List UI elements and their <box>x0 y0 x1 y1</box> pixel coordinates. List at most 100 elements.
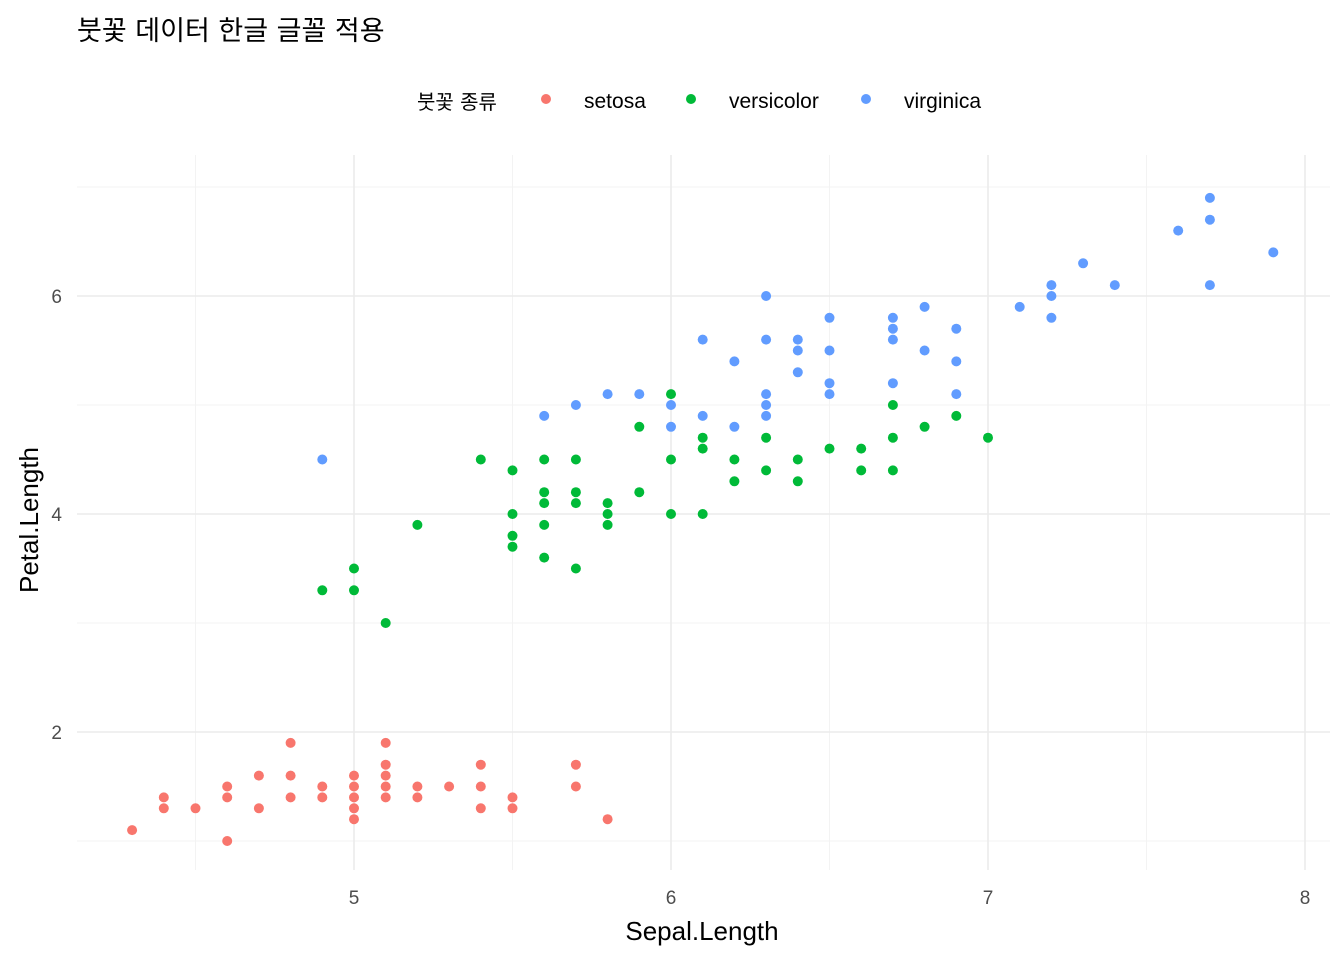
data-point <box>729 421 740 432</box>
data-point <box>602 519 613 530</box>
data-point <box>1109 280 1120 291</box>
data-point <box>570 400 581 410</box>
legend-item-virginica: virginica <box>861 90 981 113</box>
y-axis-title: Petal.Length <box>14 447 44 593</box>
data-points <box>127 192 1279 846</box>
data-point <box>570 454 581 465</box>
legend-key <box>686 94 696 104</box>
data-point <box>887 312 898 323</box>
data-point <box>887 432 898 443</box>
data-point <box>475 759 486 770</box>
data-point <box>158 792 169 803</box>
data-point <box>697 432 708 443</box>
data-point <box>856 443 867 454</box>
data-point <box>380 618 391 628</box>
data-point <box>697 443 708 454</box>
data-point <box>349 585 359 596</box>
data-point <box>507 465 518 476</box>
legend-label: virginica <box>904 90 981 113</box>
data-point <box>253 770 264 781</box>
data-point <box>349 781 359 792</box>
data-point <box>317 781 328 792</box>
data-point <box>475 803 486 814</box>
data-point <box>983 432 993 443</box>
data-point <box>380 781 391 792</box>
data-point <box>951 410 962 421</box>
data-point <box>856 465 867 476</box>
data-point <box>539 552 550 563</box>
data-point <box>634 487 645 498</box>
data-point <box>951 389 962 400</box>
data-point <box>1268 247 1279 258</box>
y-tick-label: 4 <box>51 505 62 526</box>
data-point <box>666 421 676 432</box>
data-point <box>761 389 772 400</box>
data-point <box>887 400 898 410</box>
data-point <box>951 356 962 367</box>
data-point <box>507 530 518 541</box>
data-point <box>824 443 835 454</box>
data-point <box>1046 312 1057 323</box>
data-point <box>602 498 613 509</box>
x-tick-label: 6 <box>666 888 677 909</box>
data-point <box>761 465 772 476</box>
data-point <box>824 345 835 356</box>
y-tick-label: 6 <box>51 287 62 308</box>
data-point <box>792 345 803 356</box>
data-point <box>887 465 898 476</box>
chart-title: 붓꽃 데이터 한글 글꼴 적용 <box>77 16 385 47</box>
data-point <box>412 519 423 530</box>
legend-key <box>541 94 551 104</box>
data-point <box>317 792 328 803</box>
data-point <box>158 803 169 814</box>
data-point <box>222 781 233 792</box>
data-point <box>380 737 391 748</box>
data-point <box>887 323 898 334</box>
data-point <box>666 400 676 410</box>
data-point <box>602 814 613 825</box>
data-point <box>475 781 486 792</box>
data-point <box>539 410 550 421</box>
data-point <box>887 378 898 389</box>
data-point <box>380 759 391 770</box>
data-point <box>919 421 930 432</box>
data-point <box>475 454 486 465</box>
data-point <box>317 454 328 465</box>
data-point <box>666 389 676 400</box>
data-point <box>951 323 962 334</box>
data-point <box>253 803 264 814</box>
data-point <box>761 410 772 421</box>
data-point <box>634 389 645 400</box>
data-point <box>887 334 898 345</box>
y-tick-label: 2 <box>51 723 62 744</box>
data-point <box>792 476 803 487</box>
data-point <box>349 814 359 825</box>
data-point <box>602 509 613 519</box>
data-point <box>222 836 233 846</box>
data-point <box>570 759 581 770</box>
data-point <box>1014 301 1025 312</box>
data-point <box>1173 225 1184 236</box>
data-point <box>412 781 423 792</box>
data-point <box>570 563 581 574</box>
data-point <box>349 792 359 803</box>
data-point <box>729 356 740 367</box>
data-point <box>761 432 772 443</box>
data-point <box>729 454 740 465</box>
data-point <box>824 389 835 400</box>
series-setosa <box>127 737 613 846</box>
data-point <box>127 825 138 836</box>
data-point <box>1204 192 1215 203</box>
legend-key <box>861 94 871 104</box>
data-point <box>919 345 930 356</box>
data-point <box>444 781 455 792</box>
series-virginica <box>317 192 1279 465</box>
data-point <box>349 770 359 781</box>
data-point <box>380 792 391 803</box>
x-axis-title: Sepal.Length <box>625 916 778 946</box>
data-point <box>570 781 581 792</box>
data-point <box>507 541 518 552</box>
data-point <box>1046 280 1057 291</box>
data-point <box>570 487 581 498</box>
